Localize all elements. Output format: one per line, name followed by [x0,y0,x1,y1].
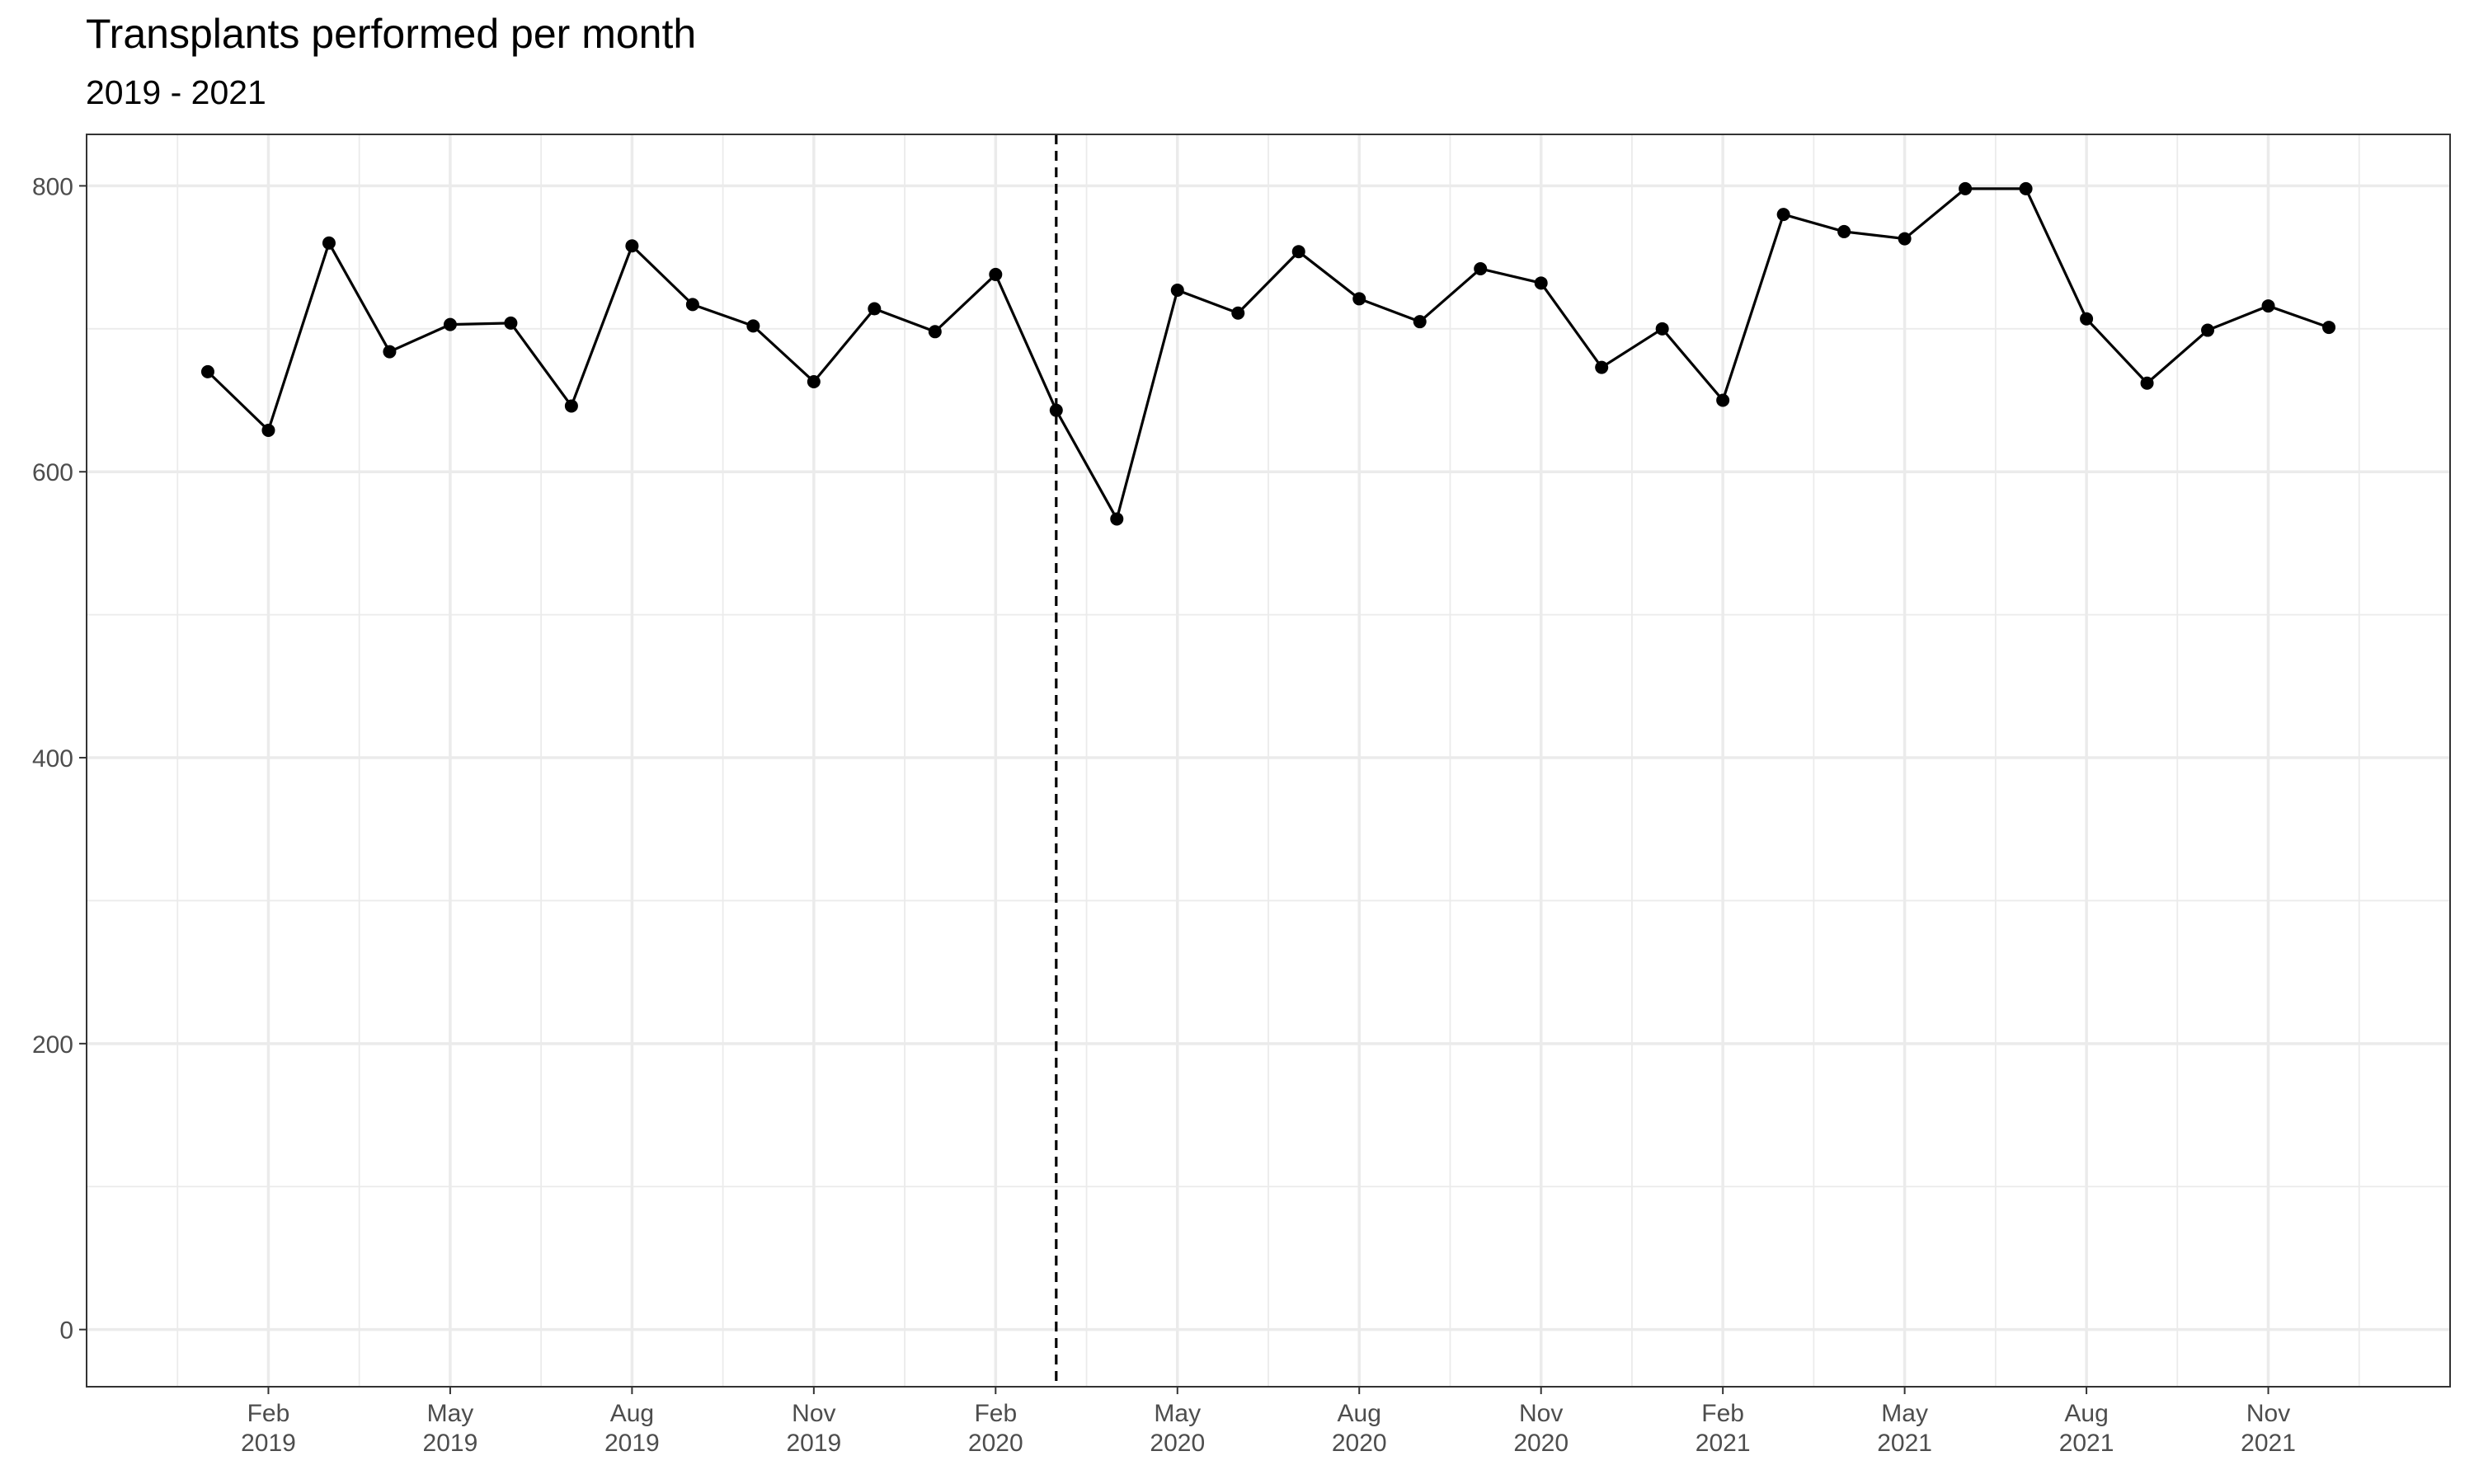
data-point [2261,299,2275,313]
chart-subtitle: 2019 - 2021 [86,73,266,111]
data-point [1716,393,1730,407]
data-point [1474,261,1488,275]
series-line [206,187,2330,523]
x-tick-label: Feb 2021 [1696,1400,1751,1457]
data-point [443,317,457,331]
data-point [2080,312,2094,326]
data-point [261,423,275,437]
data-point [1595,360,1609,374]
x-tick-label: Nov 2020 [1513,1400,1569,1457]
x-tick-label: Aug 2021 [2059,1400,2114,1457]
grid [87,134,2450,1387]
data-point [1352,292,1366,306]
data-point [322,236,336,250]
axes: 0 200 400 600 800 Feb 2019 May 2019 Aug 2019 Nov 201… [32,134,2451,1457]
data-point [1049,403,1063,417]
y-tick-label: 800 [32,173,73,200]
data-point [746,319,760,333]
data-point [564,399,578,413]
data-point [1110,512,1124,526]
data-point [1655,322,1669,336]
x-tick-label: May 2019 [423,1400,478,1457]
data-point [928,325,942,339]
data-point [1837,224,1851,238]
data-point [1413,315,1427,329]
x-tick-label: Nov 2019 [786,1400,841,1457]
data-point [868,302,882,316]
data-point [1898,232,1912,246]
data-point [2019,181,2033,195]
data-point [504,316,518,330]
data-point [1291,245,1305,259]
panel-border [86,134,2451,1388]
x-tick-label: May 2020 [1150,1400,1205,1457]
data-point [2201,323,2215,337]
y-tick-label: 0 [59,1317,73,1345]
chart-title: Transplants performed per month [86,11,696,57]
data-point [200,364,214,378]
data-point [989,267,1003,281]
data-point [1231,306,1245,320]
data-point [625,239,639,253]
x-tick-label: Aug 2019 [604,1400,660,1457]
marks [200,134,2336,1387]
x-tick-label: Feb 2019 [241,1400,296,1457]
data-point [2140,376,2154,390]
x-tick-label: Nov 2021 [2241,1400,2296,1457]
data-point [1170,284,1184,298]
y-tick-label: 600 [32,459,73,486]
x-tick-label: May 2021 [1877,1400,1932,1457]
x-tick-label: Feb 2020 [968,1400,1023,1457]
y-tick-label: 200 [32,1031,73,1059]
x-tick-label: Aug 2020 [1332,1400,1387,1457]
data-point [383,345,397,359]
y-tick-label: 400 [32,745,73,773]
data-point [1534,276,1548,290]
data-point [2322,321,2336,335]
data-point [1776,208,1790,222]
data-point [807,374,821,388]
data-point [685,298,699,312]
data-point [1959,181,1973,195]
